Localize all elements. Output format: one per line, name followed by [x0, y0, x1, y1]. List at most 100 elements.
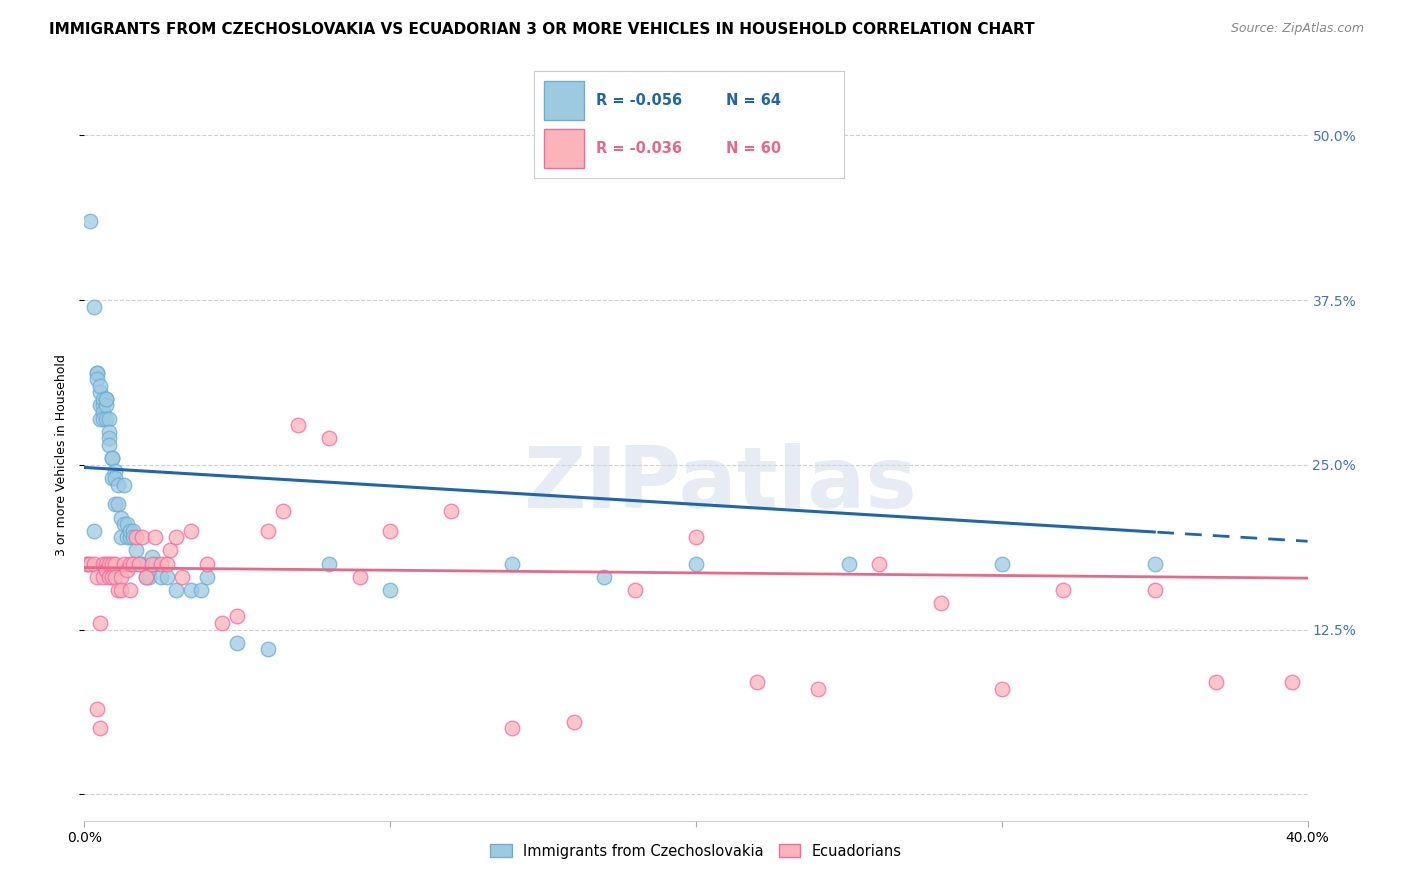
Point — [257, 642, 280, 657]
Point — [1052, 582, 1074, 597]
Point — [107, 497, 129, 511]
Point — [929, 596, 952, 610]
Point — [110, 570, 132, 584]
Point — [991, 557, 1014, 571]
Point — [135, 570, 157, 584]
Point — [380, 582, 402, 597]
Point — [107, 477, 129, 491]
Point — [211, 615, 233, 630]
Point — [128, 557, 150, 571]
Point — [101, 451, 124, 466]
Point — [91, 557, 114, 571]
Point — [838, 557, 860, 571]
Point — [380, 524, 402, 538]
Point — [94, 563, 117, 577]
Point — [97, 438, 120, 452]
Point — [440, 504, 463, 518]
Point — [101, 570, 124, 584]
Point — [195, 570, 218, 584]
Point — [138, 570, 160, 584]
Point — [122, 557, 145, 571]
Point — [562, 714, 585, 729]
Point — [79, 557, 101, 571]
Point — [89, 378, 111, 392]
Point — [195, 557, 218, 571]
Point — [1205, 675, 1227, 690]
Point — [991, 681, 1014, 696]
Point — [110, 530, 132, 544]
Point — [101, 451, 124, 466]
Point — [101, 471, 124, 485]
Point — [120, 524, 142, 538]
Point — [257, 524, 280, 538]
Point — [120, 530, 142, 544]
Point — [97, 570, 120, 584]
Point — [141, 557, 163, 571]
Point — [86, 366, 108, 380]
Point — [91, 411, 114, 425]
Point — [83, 300, 105, 314]
Point — [1143, 582, 1166, 597]
Point — [141, 550, 163, 565]
Point — [122, 524, 145, 538]
Point — [149, 570, 172, 584]
Text: ZIPatlas: ZIPatlas — [523, 442, 917, 525]
Point — [76, 557, 98, 571]
Bar — [544, 129, 583, 168]
Point — [593, 570, 616, 584]
Text: IMMIGRANTS FROM CZECHOSLOVAKIA VS ECUADORIAN 3 OR MORE VEHICLES IN HOUSEHOLD COR: IMMIGRANTS FROM CZECHOSLOVAKIA VS ECUADO… — [49, 22, 1035, 37]
Point — [89, 615, 111, 630]
Point — [89, 399, 111, 413]
Text: R = -0.056: R = -0.056 — [596, 93, 682, 108]
Point — [104, 570, 127, 584]
Point — [685, 557, 707, 571]
Y-axis label: 3 or more Vehicles in Household: 3 or more Vehicles in Household — [55, 354, 67, 556]
Point — [89, 411, 111, 425]
Point — [624, 582, 647, 597]
Point — [86, 372, 108, 386]
Point — [94, 392, 117, 406]
Point — [79, 214, 101, 228]
Point — [97, 411, 120, 425]
Point — [83, 524, 105, 538]
Point — [869, 557, 891, 571]
Point — [110, 582, 132, 597]
Point — [94, 399, 117, 413]
Point — [143, 530, 166, 544]
Point — [165, 530, 187, 544]
Point — [131, 557, 153, 571]
Text: R = -0.036: R = -0.036 — [596, 141, 682, 156]
Point — [349, 570, 371, 584]
Text: Source: ZipAtlas.com: Source: ZipAtlas.com — [1230, 22, 1364, 36]
Point — [94, 411, 117, 425]
Point — [104, 471, 127, 485]
Point — [180, 582, 202, 597]
Bar — [544, 81, 583, 120]
Point — [180, 524, 202, 538]
Point — [86, 701, 108, 715]
Point — [122, 530, 145, 544]
Text: N = 64: N = 64 — [725, 93, 782, 108]
Point — [91, 399, 114, 413]
Point — [226, 609, 249, 624]
Point — [91, 392, 114, 406]
Point — [112, 557, 135, 571]
Point — [149, 557, 172, 571]
Text: N = 60: N = 60 — [725, 141, 782, 156]
Point — [807, 681, 830, 696]
Point — [115, 517, 138, 532]
Point — [120, 582, 142, 597]
Point — [110, 510, 132, 524]
Point — [143, 557, 166, 571]
Point — [112, 477, 135, 491]
Point — [125, 530, 148, 544]
Point — [97, 432, 120, 446]
Point — [107, 582, 129, 597]
Point — [104, 464, 127, 478]
Point — [94, 392, 117, 406]
Point — [91, 570, 114, 584]
Point — [97, 557, 120, 571]
Point — [86, 366, 108, 380]
Point — [1143, 557, 1166, 571]
Point — [89, 385, 111, 400]
